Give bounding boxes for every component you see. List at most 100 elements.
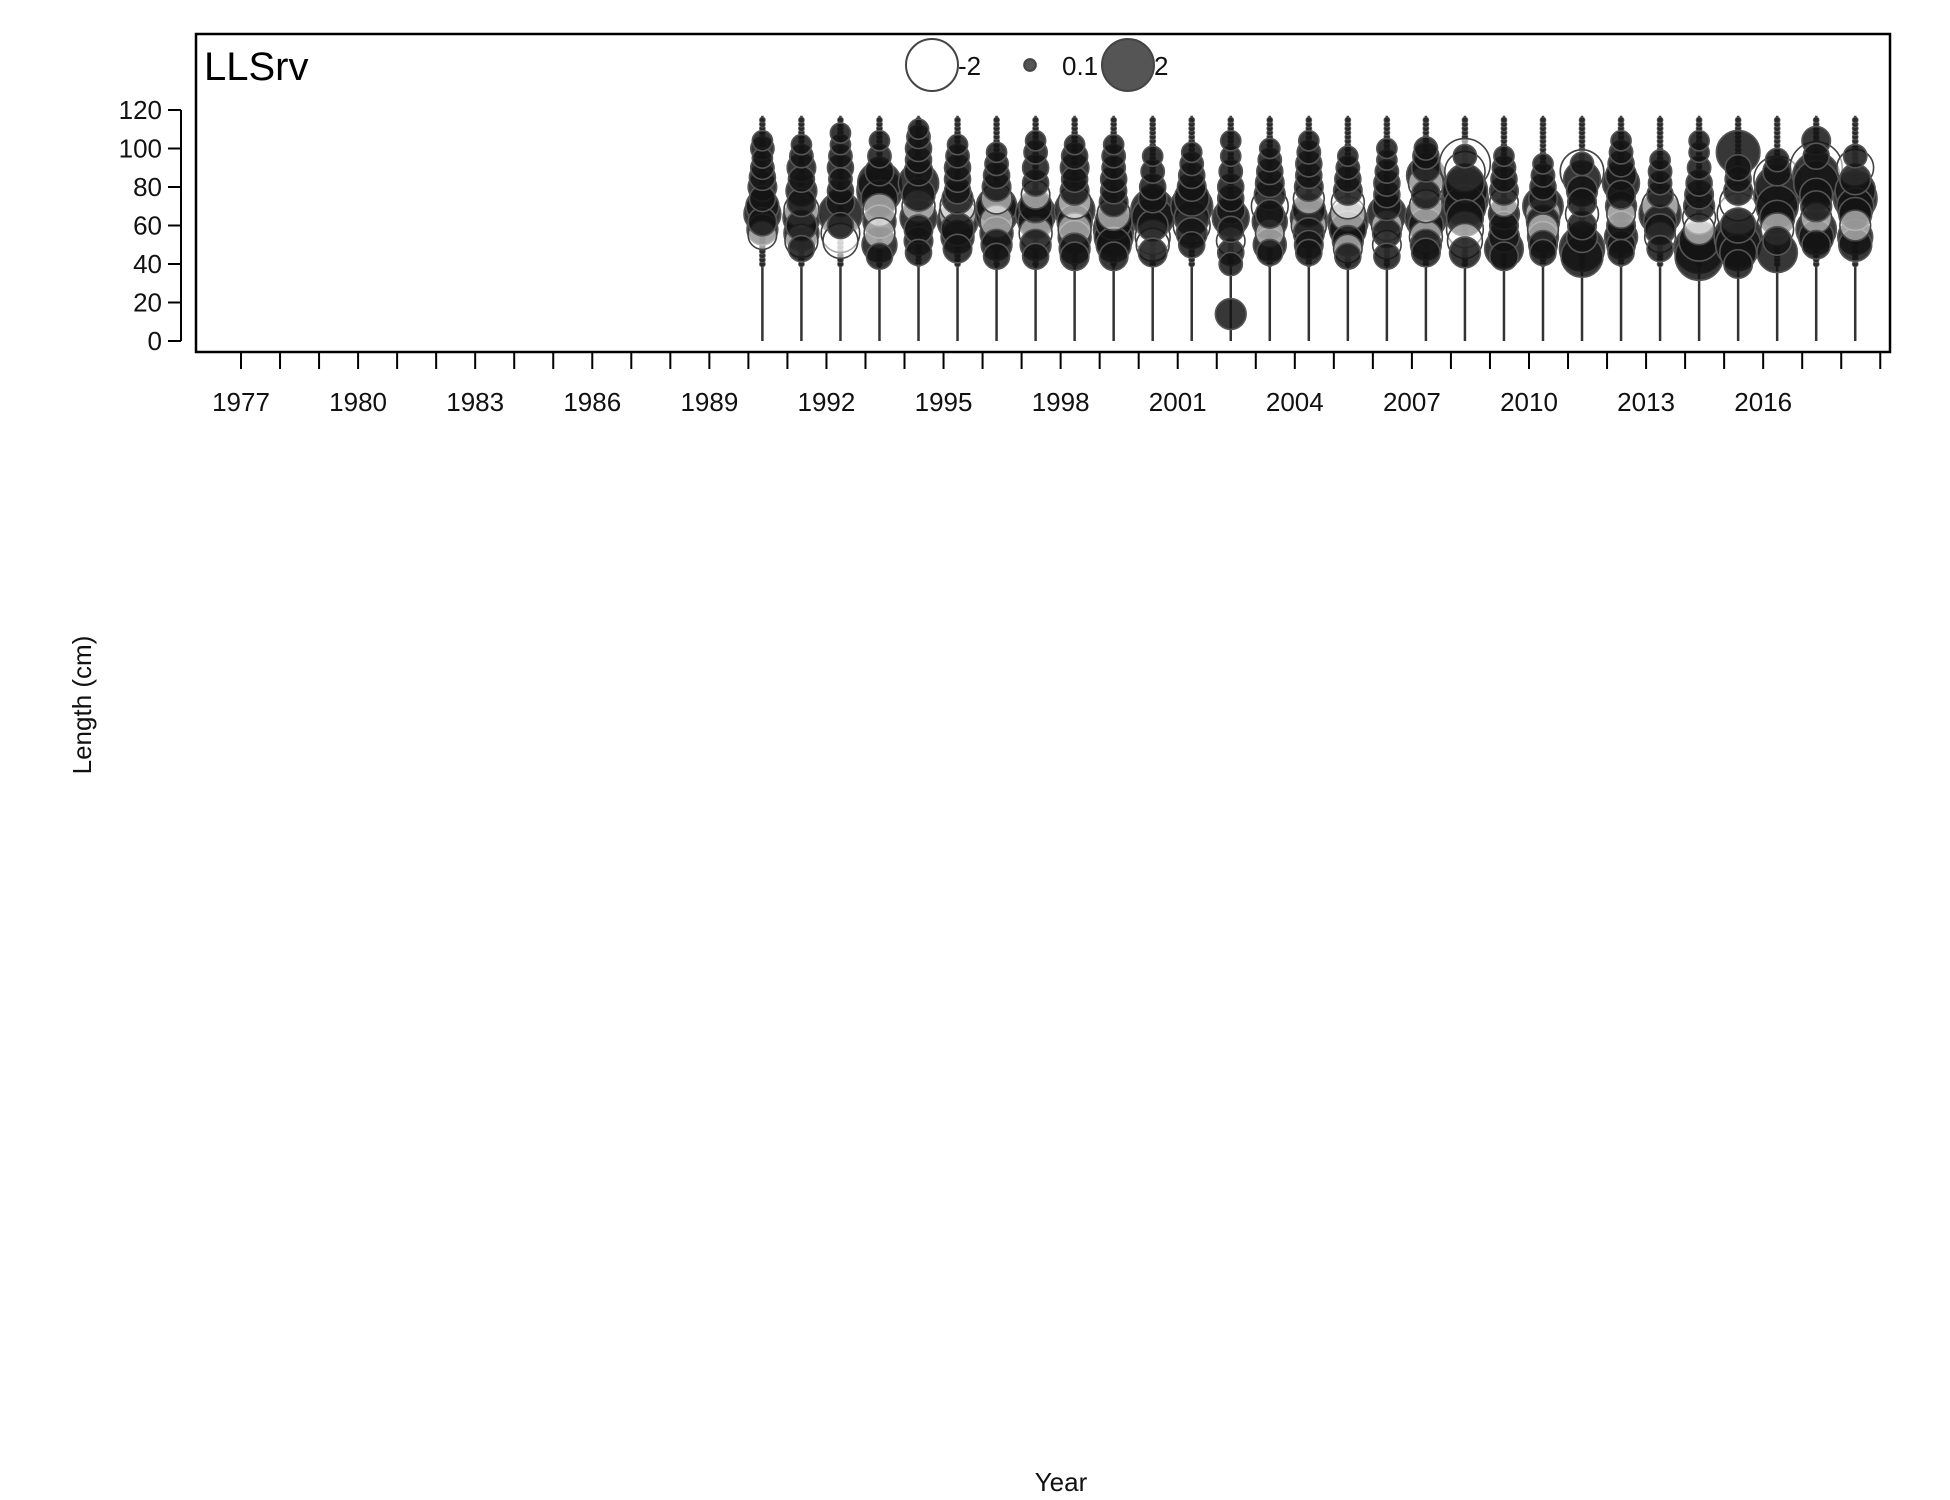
bubble-point — [865, 242, 894, 271]
bubble-point — [1021, 242, 1050, 271]
bubble-point — [1177, 230, 1206, 259]
bubble-point — [1617, 116, 1625, 124]
bubble-point — [1258, 137, 1281, 160]
x-tick-label: 2016 — [1734, 387, 1792, 417]
bubble-point — [758, 116, 766, 124]
bubble-point — [1649, 149, 1671, 171]
bubble-point — [1305, 116, 1313, 124]
bubble-point — [1493, 145, 1515, 168]
y-tick-label: 20 — [133, 288, 162, 318]
y-axis-title: Length (cm) — [67, 636, 97, 775]
bubble-point — [751, 129, 774, 152]
y-tick-label: 80 — [133, 172, 162, 202]
bubble-point — [1376, 137, 1398, 160]
bubble-point — [1266, 116, 1274, 124]
bubble-point — [1059, 241, 1090, 272]
x-tick-label: 1998 — [1032, 387, 1090, 417]
bubble-point — [1719, 207, 1757, 244]
bubble-point — [1060, 165, 1089, 194]
bubble-point — [982, 242, 1011, 271]
y-tick-label: 60 — [133, 211, 162, 241]
bubble-point — [1216, 215, 1245, 244]
legend: -2 0.1 2 — [905, 38, 1168, 92]
bubble-point — [942, 233, 973, 264]
bubble-point — [1334, 242, 1362, 271]
bubble-point — [1024, 129, 1047, 152]
bubble-point — [1566, 187, 1598, 218]
x-tick-label: 1989 — [680, 387, 738, 417]
bubble-point — [787, 165, 816, 194]
bubble-point — [1373, 242, 1401, 271]
bubble-point — [954, 116, 961, 124]
bubble-point — [1102, 133, 1125, 156]
x-tick-label: 2001 — [1149, 387, 1207, 417]
bubble-point — [1800, 190, 1833, 223]
y-tick-label: 40 — [133, 249, 162, 279]
y-tick-label: 0 — [148, 326, 162, 356]
bubble-point — [1801, 229, 1832, 260]
bubble-point — [829, 122, 852, 144]
bubble-point — [993, 116, 1000, 124]
legend-symbol — [1023, 58, 1037, 72]
bubbles — [743, 116, 1878, 331]
x-tick-label: 2010 — [1500, 387, 1558, 417]
bubble-point — [946, 133, 969, 156]
bubble-point — [1452, 143, 1478, 169]
bubble-point — [1646, 234, 1674, 263]
bubble-point — [1734, 116, 1742, 124]
bubble-point — [1063, 133, 1086, 156]
bubble-point — [1149, 116, 1157, 124]
bubble-point — [985, 141, 1008, 164]
bubble-point — [787, 234, 816, 263]
bubble-point — [1688, 129, 1710, 152]
legend-symbol — [905, 38, 959, 92]
bubble-point — [1488, 241, 1520, 272]
bubble-point — [904, 238, 933, 267]
bubble-point — [1764, 147, 1790, 173]
bubble-point — [1695, 116, 1703, 124]
y-axis-ticks: 0 20 40 60 80 100 120 — [119, 95, 181, 356]
legend-label: -2 — [958, 51, 981, 81]
bubble-point — [1839, 209, 1872, 242]
bubble-point — [1422, 116, 1430, 124]
bubble-point — [1532, 153, 1554, 175]
bubble-point — [1607, 238, 1635, 267]
x-tick-label: 2013 — [1617, 387, 1675, 417]
bubble-point — [828, 166, 853, 192]
bubble-point — [1255, 238, 1284, 267]
bubble-point — [1410, 237, 1441, 268]
bubble-point — [1214, 297, 1247, 331]
bubble-point — [1410, 179, 1441, 210]
bubble-point — [1610, 129, 1632, 152]
bubble-point — [876, 116, 883, 124]
panel-title: LLSrv — [204, 45, 309, 89]
y-tick-label: 120 — [119, 95, 162, 125]
x-tick-label: 1977 — [212, 387, 270, 417]
x-tick-label: 1992 — [798, 387, 856, 417]
bubble-point — [1461, 116, 1469, 124]
bubble-point — [1606, 179, 1637, 210]
bubble-point — [1578, 116, 1586, 124]
bubble-point — [1500, 116, 1508, 124]
bubble-point — [1724, 153, 1752, 182]
bubble-point — [1180, 141, 1203, 164]
bubble-point — [1773, 116, 1781, 124]
legend-label: 0.1 — [1062, 51, 1098, 81]
bubble-point — [1413, 136, 1439, 161]
bubble-point — [798, 116, 805, 124]
bubble-point — [1188, 116, 1196, 124]
legend-symbol — [1101, 38, 1155, 92]
bubble-point — [1842, 143, 1868, 169]
bubble-point — [1136, 209, 1169, 242]
bubble-point — [1141, 145, 1164, 168]
bubble-point — [1656, 116, 1664, 124]
bubble-point — [826, 211, 855, 240]
x-axis-ticks: 1977 1980 1983 1986 1989 1992 1995 1998 2001 2004… — [212, 352, 1882, 417]
y-tick-label: 100 — [119, 134, 162, 164]
bubble-point — [1383, 116, 1391, 124]
x-tick-label: 1986 — [563, 387, 621, 417]
bubble-point — [1802, 142, 1830, 170]
bubble-point — [1336, 145, 1359, 168]
bubble-point — [1295, 238, 1323, 267]
